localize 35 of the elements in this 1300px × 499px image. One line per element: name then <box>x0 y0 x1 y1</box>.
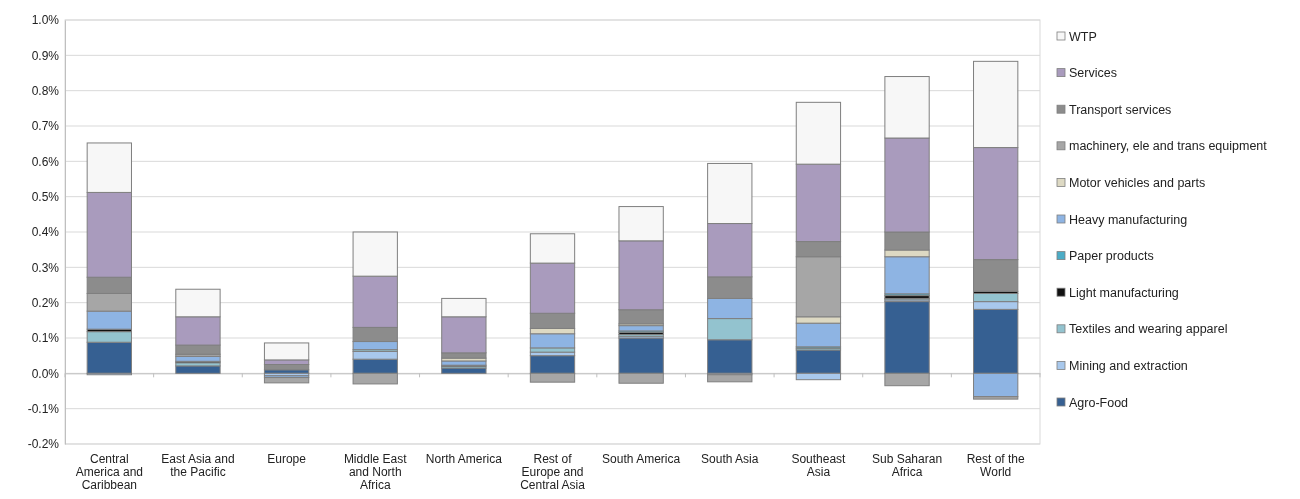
x-tick-label: Sub Saharan Africa <box>872 452 943 479</box>
y-tick-label: 0.0% <box>31 366 60 381</box>
x-tick-label: South America <box>602 452 681 466</box>
y-tick-label: 0.6% <box>31 154 60 169</box>
legend-label: WTP <box>1069 29 1097 44</box>
x-tick-label: Europe <box>267 452 307 466</box>
legend-label: Services <box>1069 66 1117 81</box>
legend-label: Mining and extraction <box>1069 358 1188 373</box>
y-tick-label: 0.9% <box>31 48 60 63</box>
legend-label: machinery, ele and trans equipment <box>1069 139 1268 154</box>
x-tick-label: Rest of Europe and Central Asia <box>520 452 586 492</box>
y-tick-label: -0.1% <box>27 402 60 417</box>
y-tick-label: -0.2% <box>27 437 60 452</box>
y-tick-label: 0.7% <box>31 119 60 134</box>
y-tick-label: 0.8% <box>31 84 60 99</box>
legend-label: Paper products <box>1069 249 1154 264</box>
legend-label: Transport services <box>1069 102 1172 117</box>
x-tick-label: Central America and Caribbean <box>75 452 144 492</box>
x-tick-label: Middle East and North Africa <box>343 452 408 492</box>
x-tick-label: South Asia <box>701 452 759 466</box>
y-tick-label: 0.4% <box>31 225 60 240</box>
x-tick-label: North America <box>425 452 503 466</box>
y-tick-label: 0.1% <box>31 331 60 346</box>
legend-label: Motor vehicles and parts <box>1069 175 1206 190</box>
x-tick-label: East Asia and the Pacific <box>161 452 235 479</box>
legend-label: Agro-Food <box>1069 395 1129 410</box>
legend-label: Light manufacturing <box>1069 285 1179 300</box>
y-tick-label: 0.2% <box>31 296 60 311</box>
legend-label: Heavy manufacturing <box>1069 212 1188 227</box>
y-tick-label: 0.5% <box>31 190 60 205</box>
x-tick-label: Southeast Asia <box>791 452 847 479</box>
y-tick-label: 1.0% <box>31 13 60 28</box>
legend-label: Textiles and wearing apparel <box>1069 322 1228 337</box>
x-tick-label: Rest of the World <box>966 452 1026 479</box>
y-tick-label: 0.3% <box>31 260 60 275</box>
